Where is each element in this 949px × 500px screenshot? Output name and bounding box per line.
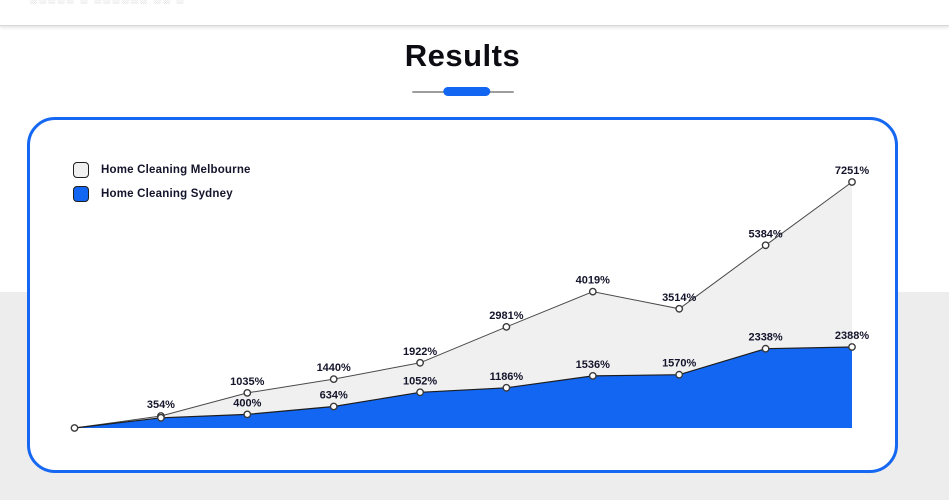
sydney-swatch-icon	[73, 186, 89, 202]
chart-legend: Home Cleaning Melbourne Home Cleaning Sy…	[73, 162, 251, 210]
legend-item-melbourne[interactable]: Home Cleaning Melbourne	[73, 162, 251, 178]
title-divider	[411, 87, 514, 96]
page-title: Results	[404, 38, 521, 73]
legend-label-melbourne: Home Cleaning Melbourne	[101, 164, 251, 176]
header-clipped-text: ░░░░░ ░ ░░░░░░ ░░ ░	[30, 0, 185, 4]
melbourne-swatch-icon	[73, 162, 89, 178]
legend-label-sydney: Home Cleaning Sydney	[101, 188, 233, 200]
results-section-header: Results	[27, 38, 898, 96]
divider-accent-pill	[442, 87, 490, 96]
top-header-bar: ░░░░░ ░ ░░░░░░ ░░ ░	[0, 0, 949, 26]
legend-item-sydney[interactable]: Home Cleaning Sydney	[73, 186, 251, 202]
